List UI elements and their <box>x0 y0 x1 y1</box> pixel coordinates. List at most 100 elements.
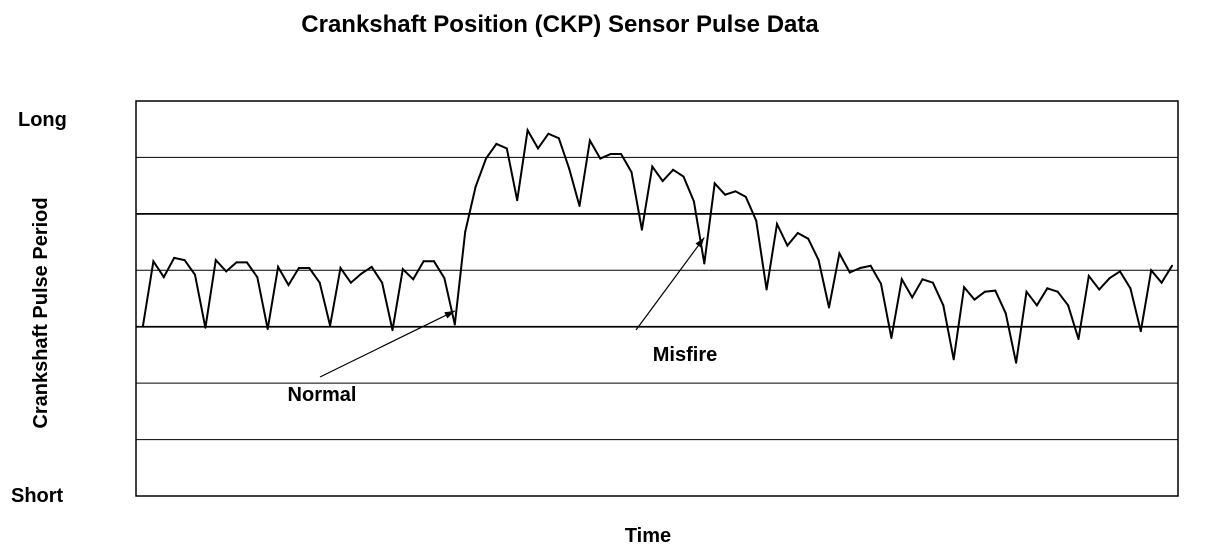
data-point <box>412 278 415 281</box>
data-point <box>1067 304 1070 307</box>
data-point <box>1046 287 1049 290</box>
data-point <box>1015 361 1018 364</box>
data-point <box>994 289 997 292</box>
data-point <box>983 290 986 293</box>
data-point <box>453 323 456 326</box>
data-point <box>339 267 342 269</box>
data-point <box>266 328 269 330</box>
data-point <box>194 273 196 276</box>
normal-annotation: Normal <box>288 310 456 406</box>
data-point <box>1025 290 1028 293</box>
data-point <box>225 270 228 273</box>
chart-title: Crankshaft Position (CKP) Sensor Pulse D… <box>301 11 819 38</box>
data-point <box>1129 287 1132 290</box>
data-point <box>308 267 311 269</box>
pulse-period-line <box>142 127 1173 364</box>
normal-arrow <box>319 310 456 378</box>
data-point <box>173 256 176 259</box>
data-point <box>1171 264 1173 267</box>
data-point <box>963 286 966 289</box>
data-point <box>443 277 446 280</box>
normal-label: Normal <box>288 384 357 406</box>
data-point <box>277 265 280 268</box>
data-point <box>235 261 238 264</box>
data-point <box>724 193 727 196</box>
data-point <box>880 282 882 285</box>
data-point <box>828 306 830 309</box>
data-points <box>142 129 1173 364</box>
data-point <box>142 324 144 327</box>
plot-frame <box>135 100 1179 497</box>
data-point <box>1056 290 1059 293</box>
misfire-arrow <box>635 237 705 331</box>
data-point <box>495 142 498 145</box>
grid-lines <box>136 156 1178 441</box>
data-point <box>1150 269 1153 272</box>
data-point <box>900 278 903 281</box>
data-point <box>422 260 425 263</box>
data-point <box>401 268 404 271</box>
data-point <box>1119 270 1121 273</box>
y-top-label: Long <box>18 109 67 131</box>
data-point <box>329 324 332 327</box>
data-point <box>547 132 550 135</box>
data-point <box>433 260 435 263</box>
data-point <box>931 281 934 284</box>
data-point <box>921 278 924 281</box>
data-point <box>682 175 685 178</box>
data-point <box>537 147 539 150</box>
data-point <box>152 260 155 263</box>
data-point <box>391 329 394 332</box>
data-point <box>973 298 976 301</box>
data-point <box>869 264 872 267</box>
data-point <box>1035 304 1038 307</box>
data-point <box>297 267 300 269</box>
data-point <box>817 259 820 262</box>
data-point <box>859 267 862 269</box>
data-point <box>1098 288 1101 291</box>
data-point <box>256 276 259 279</box>
data-point <box>526 129 529 132</box>
data-point <box>360 272 363 275</box>
data-point <box>713 182 716 185</box>
data-point <box>890 337 893 339</box>
data-point <box>640 228 643 231</box>
data-point <box>651 165 654 168</box>
data-point <box>807 237 810 240</box>
data-point <box>318 281 321 284</box>
data-point <box>505 147 508 150</box>
data-point <box>599 157 602 160</box>
data-point <box>464 230 467 233</box>
data-point <box>796 232 799 234</box>
misfire-arrowhead <box>695 237 705 248</box>
data-point <box>578 205 581 207</box>
y-axis-label: Crankshaft Pulse Period <box>30 197 52 428</box>
data-point <box>1004 312 1007 315</box>
data-point <box>245 261 248 264</box>
normal-arrowhead <box>444 310 455 319</box>
data-point <box>214 259 217 262</box>
data-point <box>568 167 571 170</box>
misfire-annotation: Misfire <box>635 237 717 366</box>
data-point <box>516 199 519 202</box>
data-point <box>557 137 560 140</box>
data-point <box>661 180 664 183</box>
data-point <box>755 219 758 222</box>
data-point <box>183 259 186 262</box>
data-point <box>848 271 851 274</box>
data-point <box>838 252 841 255</box>
data-point <box>952 358 955 361</box>
x-axis-label: Time <box>625 525 671 547</box>
data-point <box>162 276 165 279</box>
data-point <box>1108 277 1111 280</box>
data-point <box>765 288 768 291</box>
data-point <box>630 171 633 174</box>
data-point <box>1139 330 1142 333</box>
data-point <box>349 281 352 284</box>
data-point <box>942 304 945 307</box>
data-point <box>1160 281 1163 284</box>
data-point <box>672 168 675 171</box>
data-point <box>287 284 290 286</box>
data-point <box>588 139 591 142</box>
